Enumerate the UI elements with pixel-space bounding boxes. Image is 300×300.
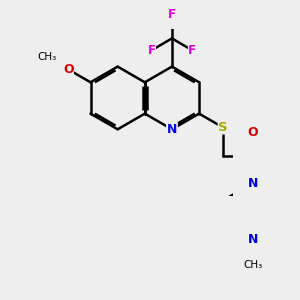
Text: O: O: [63, 63, 74, 76]
Text: N: N: [248, 233, 258, 246]
Text: F: F: [188, 44, 196, 57]
Text: N: N: [167, 123, 177, 136]
Text: N: N: [248, 177, 258, 190]
Text: CH₃: CH₃: [243, 260, 262, 270]
Text: F: F: [148, 44, 156, 57]
Text: S: S: [218, 121, 228, 134]
Text: O: O: [248, 126, 258, 139]
Text: F: F: [168, 8, 176, 21]
Text: CH₃: CH₃: [38, 52, 57, 62]
